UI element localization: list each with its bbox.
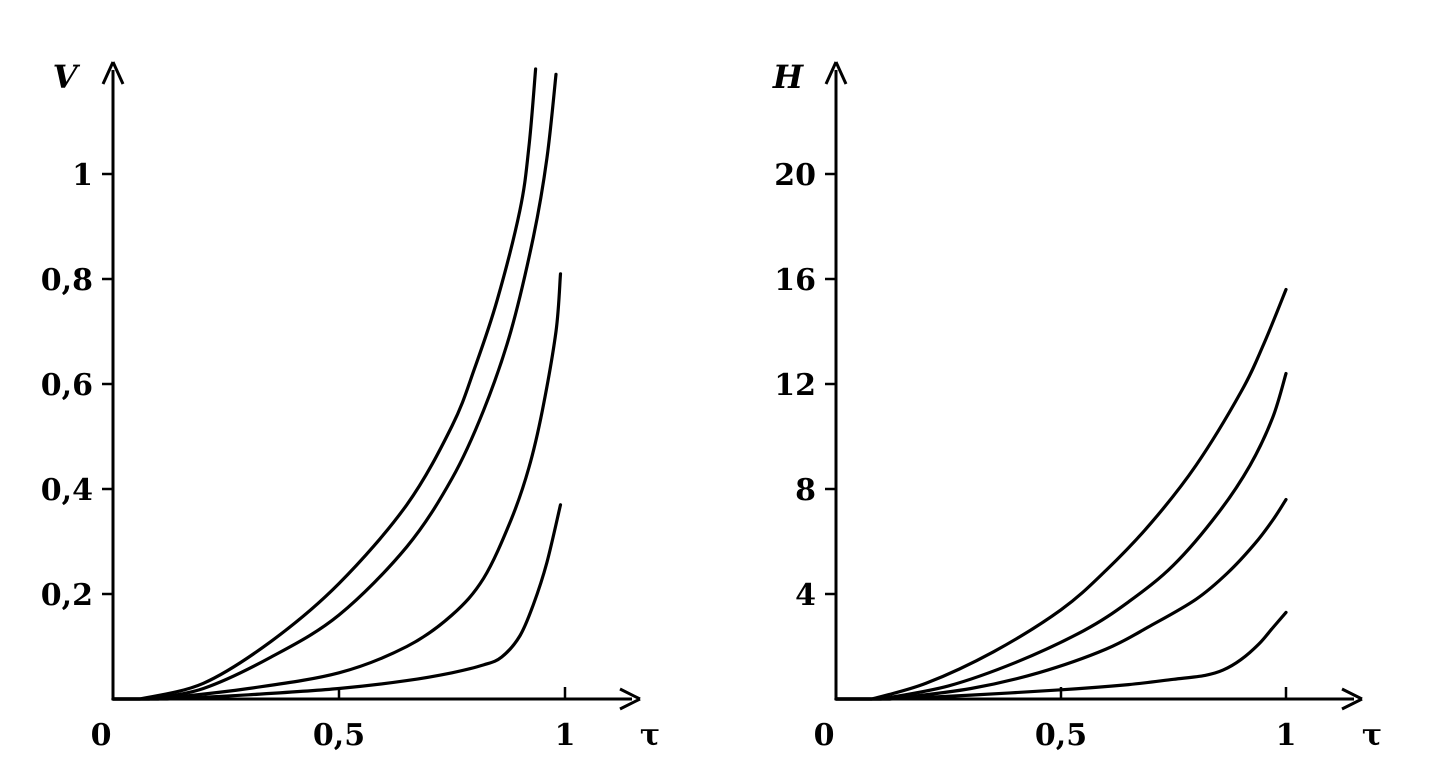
series-line-2 xyxy=(111,72,558,701)
y-tick-label: 0,8 xyxy=(41,263,93,298)
series-line-4 xyxy=(834,610,1288,701)
y-tick-label: 0,2 xyxy=(41,578,93,613)
x-axis-arrow xyxy=(1341,687,1363,711)
x-tick-label: 1 xyxy=(1276,718,1297,753)
y-tick-label: 0,6 xyxy=(41,368,93,403)
series-line-3 xyxy=(834,497,1288,701)
y-axis-title: H xyxy=(772,58,805,96)
series-line-3 xyxy=(111,272,563,701)
series-line-4 xyxy=(111,503,563,701)
x-axis-arrow xyxy=(619,687,641,711)
series-line-1 xyxy=(111,67,538,701)
series-line-1 xyxy=(834,287,1288,701)
panel-v: 0,2 0,4 0,6 0,8 1 0,5 1 0 Vτ xyxy=(41,58,660,753)
x-axis-title: τ xyxy=(640,718,660,753)
x-tick-label: 0,5 xyxy=(313,718,365,753)
x-axis-title: τ xyxy=(1362,718,1382,753)
y-axis-arrow xyxy=(101,61,125,85)
series-line-2 xyxy=(834,371,1288,701)
panel-h: 4 8 12 16 20 0,5 1 0 Hτ xyxy=(772,58,1382,753)
y-tick-label: 16 xyxy=(774,263,816,298)
origin-label: 0 xyxy=(814,718,835,753)
x-tick-label: 1 xyxy=(555,718,576,753)
y-axis-title: V xyxy=(53,58,81,96)
y-tick-label: 4 xyxy=(795,578,816,613)
y-axis-arrow xyxy=(824,61,848,85)
y-tick-label: 1 xyxy=(72,158,93,193)
x-tick-label: 0,5 xyxy=(1035,718,1087,753)
y-tick-label: 0,4 xyxy=(41,473,93,508)
y-tick-label: 12 xyxy=(774,368,816,403)
y-tick-label: 20 xyxy=(774,158,816,193)
y-tick-label: 8 xyxy=(795,473,816,508)
origin-label: 0 xyxy=(91,718,112,753)
